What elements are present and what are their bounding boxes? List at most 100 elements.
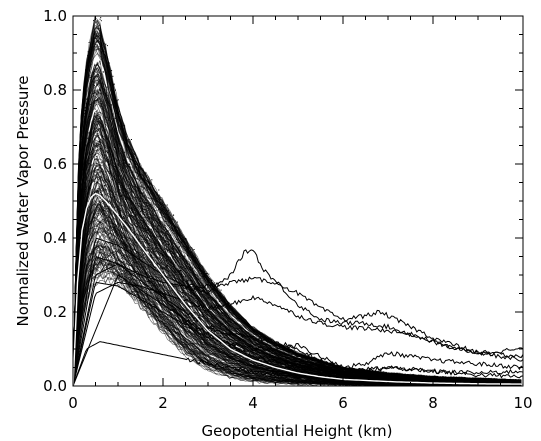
profile-dot (161, 243, 163, 245)
x-tick-label: 0 (68, 394, 78, 412)
profile-dot (197, 317, 199, 318)
profile-dot (119, 143, 121, 145)
profile-dot (83, 147, 85, 149)
profile-dot (209, 286, 211, 288)
profile-dot (122, 178, 124, 180)
profile-dot (211, 279, 213, 281)
profile-dot (94, 170, 96, 172)
profile-dot (106, 138, 108, 140)
profile-dot (124, 151, 126, 153)
profile-dot (158, 209, 159, 211)
profile-dot (140, 185, 142, 187)
profile-dot (220, 323, 222, 325)
x-tick-label: 2 (158, 394, 168, 412)
profile-dot (183, 295, 185, 297)
profile-dot (102, 135, 104, 137)
profile-dot (137, 239, 139, 241)
profile-dot (106, 86, 108, 88)
profile-dot (106, 45, 108, 47)
profile-dot (100, 148, 101, 150)
profile-dot (167, 230, 169, 232)
profile-dot (79, 134, 81, 136)
profile-dot (108, 119, 109, 121)
profile-dot (87, 51, 89, 53)
profile-dot (202, 309, 204, 311)
profile-dot (119, 111, 121, 113)
profile-dot (130, 203, 132, 205)
profile-dot (88, 57, 90, 59)
profile-dot (83, 128, 85, 130)
profile-dot (209, 328, 211, 330)
profile-dot (113, 83, 115, 85)
profile-dot (88, 159, 90, 161)
profile-dot (190, 295, 192, 297)
profile-dot (93, 72, 94, 74)
profile-dot (162, 255, 163, 256)
profile-dot (190, 259, 192, 261)
profile-dot (216, 297, 218, 299)
profile-dot (211, 328, 213, 330)
profile-dot (76, 259, 78, 261)
profile-dot (193, 249, 195, 250)
profile-dot (202, 315, 204, 317)
profile-dot (75, 272, 77, 274)
profile-dot (220, 326, 221, 327)
profile-dot (175, 261, 177, 263)
profile-dot (115, 139, 117, 141)
profile-dot (179, 256, 181, 257)
profile-dot (112, 180, 114, 182)
profile-dot (181, 241, 183, 243)
profile-dot (93, 154, 95, 156)
profile-dot (179, 246, 180, 248)
profile-dot (109, 162, 111, 164)
profile-dot (177, 241, 179, 243)
profile-dot (148, 219, 150, 220)
profile-dot (140, 211, 142, 212)
profile-dot (93, 30, 95, 32)
profile-dot (110, 201, 112, 203)
profile-dot (207, 297, 209, 299)
profile-dot (151, 251, 153, 253)
profile-dot (187, 251, 189, 253)
profile-dot (104, 107, 106, 109)
profile-dot (130, 153, 132, 155)
profile-dot (166, 204, 168, 206)
profile-dot (97, 74, 99, 76)
profile-dot (115, 112, 117, 114)
profile-dot (94, 153, 96, 155)
profile-dot (114, 117, 116, 119)
profile-dot (116, 141, 118, 143)
profile-dot (167, 210, 169, 212)
profile-dot (134, 185, 136, 187)
profile-line (73, 118, 522, 386)
profile-dot (185, 302, 187, 304)
profile-dot (143, 216, 145, 218)
profile-dot (92, 77, 94, 79)
profile-dot (229, 332, 231, 334)
profile-dot (186, 265, 188, 267)
profile-dot (148, 217, 150, 219)
profile-dot (204, 274, 206, 276)
profile-dot (159, 243, 161, 245)
profile-dot (174, 253, 176, 255)
outlier-profile-line (73, 281, 523, 386)
profile-dot (144, 199, 146, 201)
profile-dot (77, 256, 79, 258)
profile-dot (79, 217, 80, 219)
profile-dot (135, 214, 137, 216)
profile-dot (93, 151, 95, 153)
profile-dot (120, 195, 122, 197)
profile-dot (109, 70, 111, 72)
profile-dot (181, 281, 183, 283)
profile-dot (206, 314, 208, 316)
profile-dot (84, 107, 86, 109)
profile-dot (80, 210, 82, 212)
profile-dot (176, 230, 178, 232)
profile-dot (228, 337, 230, 339)
profile-dot (100, 194, 102, 196)
profile-dot (177, 260, 179, 262)
profile-dot (193, 287, 195, 289)
profile-dot (86, 103, 88, 105)
profile-dot (92, 153, 93, 155)
profile-dot (88, 163, 90, 165)
